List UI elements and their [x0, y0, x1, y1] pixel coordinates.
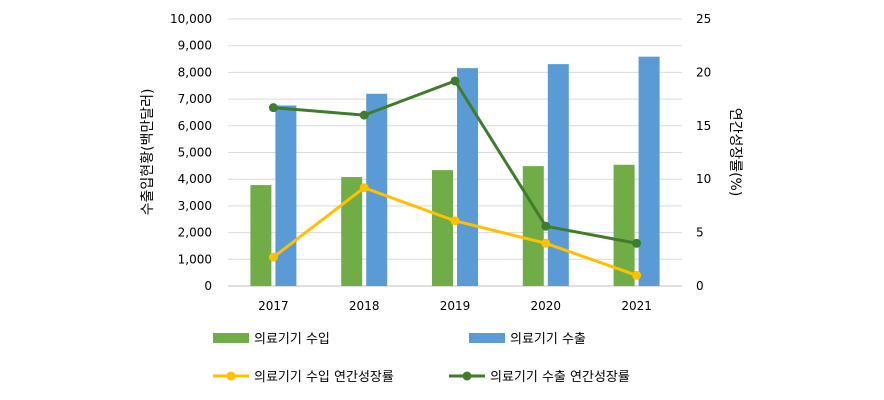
bar [275, 105, 297, 287]
point [359, 110, 369, 120]
y-axis-title: 수출입현황(백만달러) [140, 89, 156, 216]
legend-label: 의료기기 수출 연간성장률 [490, 370, 630, 385]
y-tick-label: 7,000 [178, 92, 212, 106]
point [268, 252, 278, 262]
y-tick-label: 3,000 [178, 199, 212, 213]
bar [547, 64, 569, 286]
y2-tick-label: 0 [696, 279, 704, 293]
x-axis-ticks: 2017 2018 2019 2020 2021 [258, 299, 652, 313]
point [632, 238, 642, 248]
legend-swatch [213, 333, 249, 343]
y-tick-label: 6,000 [178, 119, 212, 133]
y2-tick-label: 20 [696, 65, 711, 79]
legend-marker [462, 371, 472, 381]
x-tick-label: 2017 [258, 299, 289, 313]
point [359, 183, 369, 193]
legend-label: 의료기기 수입 연간성장률 [254, 370, 394, 385]
y2-tick-label: 10 [696, 172, 711, 186]
point [450, 76, 460, 86]
left-axis-ticks: 0 1,000 2,000 3,000 4,000 5,000 6,000 7,000 8,00… [170, 12, 212, 293]
x-tick-label: 2018 [349, 299, 380, 313]
y-tick-label: 4,000 [178, 172, 212, 186]
point [268, 103, 278, 113]
legend-swatch [469, 333, 505, 343]
bars-layer [250, 56, 660, 287]
bar [366, 93, 388, 286]
x-tick-label: 2020 [531, 299, 562, 313]
y-tick-label: 8,000 [178, 65, 212, 79]
x-tick-label: 2021 [621, 299, 652, 313]
point [632, 270, 642, 280]
lines-layer [268, 76, 642, 280]
y-tick-label: 9,000 [178, 39, 212, 53]
y-tick-label: 0 [204, 279, 212, 293]
bar [522, 166, 544, 286]
bar [638, 56, 660, 286]
bar [457, 68, 478, 287]
y2-tick-label: 5 [696, 226, 704, 240]
legend-label: 의료기기 수입 [254, 332, 330, 347]
legend-label: 의료기기 수출 [510, 332, 586, 347]
right-axis-ticks: 0 5 10 15 20 25 [696, 12, 711, 293]
bar [613, 164, 635, 286]
x-tick-label: 2019 [440, 299, 471, 313]
y-tick-label: 1,000 [178, 252, 212, 266]
bar [432, 170, 453, 286]
bar [341, 177, 363, 286]
y2-tick-label: 25 [696, 12, 711, 26]
point [541, 221, 551, 231]
bar [250, 185, 272, 286]
point [541, 238, 551, 248]
legend-marker [226, 371, 236, 381]
y-tick-label: 10,000 [170, 12, 212, 26]
y2-tick-label: 15 [696, 119, 711, 133]
point [450, 216, 460, 226]
y-tick-label: 2,000 [178, 226, 212, 240]
y2-axis-title: 연간성장률(%) [727, 108, 743, 197]
y-tick-label: 5,000 [178, 146, 212, 160]
